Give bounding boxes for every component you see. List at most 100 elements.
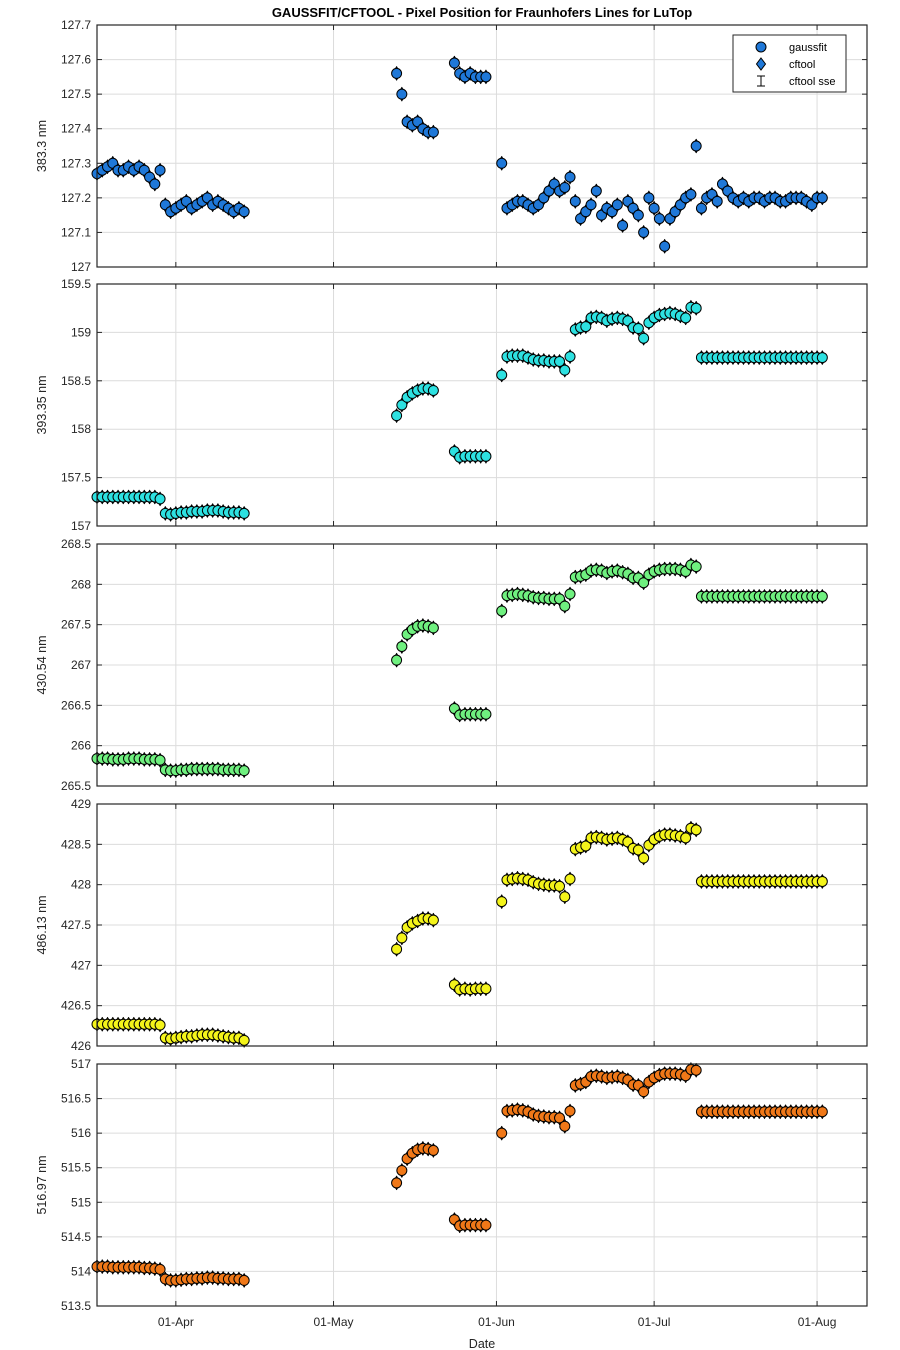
data-point-gaussfit	[480, 1219, 492, 1231]
y-tick-label: 157.5	[61, 471, 91, 485]
data-point-gaussfit	[496, 369, 508, 381]
data-point-gaussfit	[154, 493, 166, 505]
y-tick-label: 157	[71, 519, 91, 533]
data-point-gaussfit	[396, 399, 408, 411]
legend-marker-cftool	[755, 57, 767, 71]
y-tick-label: 158	[71, 422, 91, 436]
x-tick-label: 01-Jul	[638, 1315, 671, 1329]
data-point-gaussfit	[238, 507, 250, 519]
data-point-gaussfit	[711, 195, 723, 207]
data-point-gaussfit	[391, 1177, 403, 1189]
data-point-gaussfit	[396, 932, 408, 944]
data-point-gaussfit	[816, 192, 828, 204]
data-point-gaussfit	[680, 832, 692, 844]
data-point-gaussfit	[559, 364, 571, 376]
data-point-gaussfit	[611, 199, 623, 211]
data-point-gaussfit	[427, 622, 439, 634]
y-axis-label: 383.3 nm	[35, 120, 49, 172]
data-point-gaussfit	[564, 873, 576, 885]
data-point-gaussfit	[816, 590, 828, 602]
axes-box	[96, 1063, 868, 1307]
y-tick-label: 427	[71, 958, 91, 972]
data-point-gaussfit	[816, 875, 828, 887]
data-point-gaussfit	[685, 188, 697, 200]
y-axis-label: 430.54 nm	[35, 635, 49, 694]
data-point-gaussfit	[448, 57, 460, 69]
y-axis-label: 486.13 nm	[35, 895, 49, 954]
data-point-gaussfit	[564, 588, 576, 600]
y-tick-label: 515.5	[61, 1161, 91, 1175]
x-tick-label: 01-Aug	[798, 1315, 837, 1329]
y-tick-label: 266.5	[61, 698, 91, 712]
data-point-gaussfit	[396, 88, 408, 100]
data-point-gaussfit	[569, 195, 581, 207]
data-point-gaussfit	[659, 240, 671, 252]
panel-3: 265.5 266 266.5 267 267.5 268 268.5 430.54 nm	[35, 537, 868, 793]
y-tick-label: 267.5	[61, 618, 91, 632]
data-point-gaussfit	[638, 1086, 650, 1098]
data-point-gaussfit	[554, 593, 566, 605]
data-point-gaussfit	[391, 654, 403, 666]
data-point-gaussfit	[690, 1064, 702, 1076]
y-tick-label: 127	[71, 260, 91, 274]
data-point-gaussfit	[427, 1144, 439, 1156]
data-point-gaussfit	[632, 209, 644, 221]
data-point-gaussfit	[149, 178, 161, 190]
data-point-gaussfit	[554, 355, 566, 367]
data-point-gaussfit	[154, 1019, 166, 1031]
data-point-gaussfit	[690, 140, 702, 152]
y-tick-label: 426.5	[61, 999, 91, 1013]
y-tick-label: 127.2	[61, 191, 91, 205]
data-point-gaussfit	[653, 213, 665, 225]
data-point-gaussfit	[480, 71, 492, 83]
y-tick-label: 266	[71, 739, 91, 753]
y-tick-label: 428	[71, 878, 91, 892]
data-point-gaussfit	[391, 410, 403, 422]
data-point-gaussfit	[632, 323, 644, 335]
y-tick-label: 127.3	[61, 156, 91, 170]
y-tick-label: 127.4	[61, 122, 91, 136]
y-tick-label: 513.5	[61, 1299, 91, 1313]
data-point-gaussfit	[238, 206, 250, 218]
data-point-gaussfit	[154, 164, 166, 176]
data-point-gaussfit	[559, 181, 571, 193]
y-tick-label: 268.5	[61, 537, 91, 551]
data-point-gaussfit	[580, 840, 592, 852]
data-point-gaussfit	[427, 126, 439, 138]
data-point-gaussfit	[690, 302, 702, 314]
data-point-gaussfit	[427, 914, 439, 926]
y-tick-label: 516	[71, 1126, 91, 1140]
data-point-gaussfit	[638, 332, 650, 344]
y-tick-label: 265.5	[61, 779, 91, 793]
plot-area	[97, 1064, 867, 1306]
data-point-gaussfit	[590, 185, 602, 197]
data-point-gaussfit	[554, 880, 566, 892]
data-point-gaussfit	[816, 352, 828, 364]
data-point-gaussfit	[238, 1274, 250, 1286]
plot-area	[97, 284, 867, 526]
y-tick-label: 127.5	[61, 87, 91, 101]
y-tick-label: 159.5	[61, 277, 91, 291]
data-point-gaussfit	[391, 943, 403, 955]
y-tick-label: 427.5	[61, 918, 91, 932]
y-tick-label: 515	[71, 1195, 91, 1209]
y-tick-label: 268	[71, 577, 91, 591]
data-point-gaussfit	[396, 1164, 408, 1176]
data-point-gaussfit	[632, 844, 644, 856]
data-point-gaussfit	[638, 577, 650, 589]
legend-label-gaussfit: gaussfit	[789, 42, 827, 54]
y-tick-label: 514.5	[61, 1230, 91, 1244]
legend-label-sse: cftool sse	[789, 76, 835, 88]
y-tick-label: 514	[71, 1264, 91, 1278]
x-tick-label: 01-Jun	[478, 1315, 515, 1329]
data-point-gaussfit	[580, 321, 592, 333]
data-point-gaussfit	[564, 171, 576, 183]
data-point-gaussfit	[648, 202, 660, 214]
data-point-gaussfit	[690, 824, 702, 836]
panel-5: 513.5 514 514.5 515 515.5 516 516.5 517 516.97 n…	[35, 1057, 868, 1329]
y-tick-label: 127.1	[61, 225, 91, 239]
data-point-gaussfit	[154, 1263, 166, 1275]
y-tick-label: 428.5	[61, 837, 91, 851]
y-axis-label: 516.97 nm	[35, 1155, 49, 1214]
